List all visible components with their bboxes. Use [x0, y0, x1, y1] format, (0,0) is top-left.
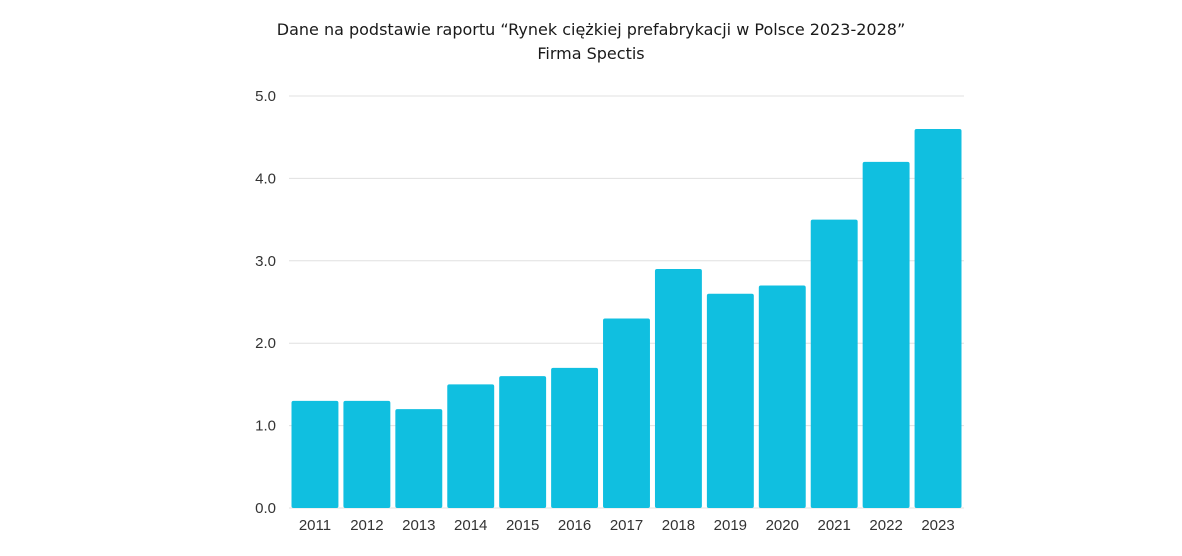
x-tick-label: 2022: [869, 517, 902, 534]
bar-2017: [603, 318, 650, 508]
y-tick-label: 0.0: [255, 500, 276, 517]
bar-2011: [291, 400, 339, 508]
x-tick-label: 2012: [350, 517, 383, 534]
bar-2013: [395, 409, 443, 508]
y-tick-label: 2.0: [255, 335, 276, 352]
y-tick-label: 5.0: [255, 88, 276, 105]
x-tick-label: 2013: [402, 517, 435, 534]
x-tick-label: 2021: [818, 517, 851, 534]
x-tick-label: 2023: [921, 517, 954, 534]
x-tick-label: 2018: [662, 517, 695, 534]
x-tick-label: 2019: [714, 517, 747, 534]
bar-2023: [914, 128, 962, 508]
x-axis: 2011 2012 2013 2014 2015 2016 2017 2018 2019 2020…: [299, 517, 955, 534]
bar-2016: [551, 367, 599, 508]
bar-2022: [862, 161, 910, 509]
chart-title-block: Dane na podstawie raportu “Rynek ciężkie…: [0, 18, 1182, 66]
bar-2012: [343, 400, 391, 508]
x-tick-label: 2015: [506, 517, 539, 534]
x-tick-label: 2011: [299, 517, 331, 534]
y-tick-label: 3.0: [255, 253, 276, 270]
chart-title: Dane na podstawie raportu “Rynek ciężkie…: [276, 20, 906, 39]
x-tick-label: 2020: [766, 517, 799, 534]
bar-2020: [758, 285, 806, 508]
bar-2015: [499, 376, 547, 508]
bar-2018: [654, 269, 702, 508]
chart-subtitle: Firma Spectis: [537, 44, 645, 63]
bar-2019: [706, 293, 754, 508]
y-axis: 0.0 1.0 2.0 3.0 4.0 5.0: [255, 88, 276, 517]
x-tick-label: 2014: [454, 517, 487, 534]
y-tick-label: 4.0: [255, 170, 276, 187]
y-tick-label: 1.0: [255, 418, 276, 435]
bar-2014: [447, 384, 495, 508]
x-tick-label: 2016: [558, 517, 591, 534]
bars: [291, 128, 962, 509]
bar-2021: [810, 219, 858, 508]
x-tick-label: 2017: [610, 517, 643, 534]
